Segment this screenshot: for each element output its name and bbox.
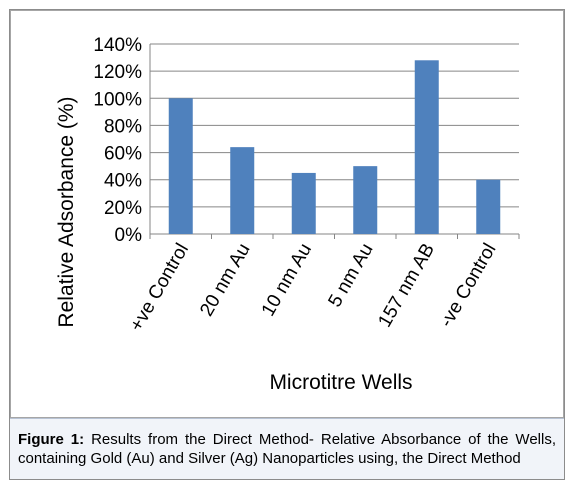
bar bbox=[414, 60, 439, 235]
y-tick-label: 40% bbox=[104, 171, 142, 192]
x-tick-label: -ve Control bbox=[436, 240, 501, 331]
bar bbox=[476, 179, 501, 234]
x-tick-label: 10 nm Au bbox=[258, 240, 316, 320]
bar bbox=[230, 147, 255, 234]
bar bbox=[168, 98, 193, 235]
x-axis-title: Microtitre Wells bbox=[269, 371, 412, 394]
x-tick-label: 5 nm Au bbox=[325, 240, 378, 311]
y-tick-label: 0% bbox=[115, 225, 143, 246]
caption-lead: Figure 1: bbox=[18, 431, 85, 448]
y-tick-label: 60% bbox=[104, 144, 142, 165]
y-tick-label: 20% bbox=[104, 198, 142, 219]
figure-caption: Figure 1: Results from the Direct Method… bbox=[10, 418, 564, 479]
bar bbox=[353, 166, 378, 234]
y-tick-label: 80% bbox=[104, 116, 142, 137]
y-tick-label: 100% bbox=[93, 89, 142, 110]
bar bbox=[291, 172, 316, 234]
caption-text: Results from the Direct Method- Relative… bbox=[18, 431, 556, 467]
figure: 0% 20% 40% 60% 80% 100% 120% 140% +ve Control 20 … bbox=[9, 9, 565, 480]
y-tick-label: 120% bbox=[93, 62, 142, 83]
x-tick-label: 20 nm Au bbox=[196, 240, 254, 320]
y-axis-title: Relative Adsorbance (%) bbox=[55, 96, 78, 327]
y-tick-label: 140% bbox=[93, 35, 142, 56]
x-tick-label: +ve Control bbox=[126, 240, 193, 335]
bar-chart: 0% 20% 40% 60% 80% 100% 120% 140% +ve Control 20 … bbox=[55, 35, 520, 394]
chart-area: 0% 20% 40% 60% 80% 100% 120% 140% +ve Control 20 … bbox=[10, 10, 564, 418]
x-tick-label: 157 nm AB bbox=[374, 240, 439, 331]
